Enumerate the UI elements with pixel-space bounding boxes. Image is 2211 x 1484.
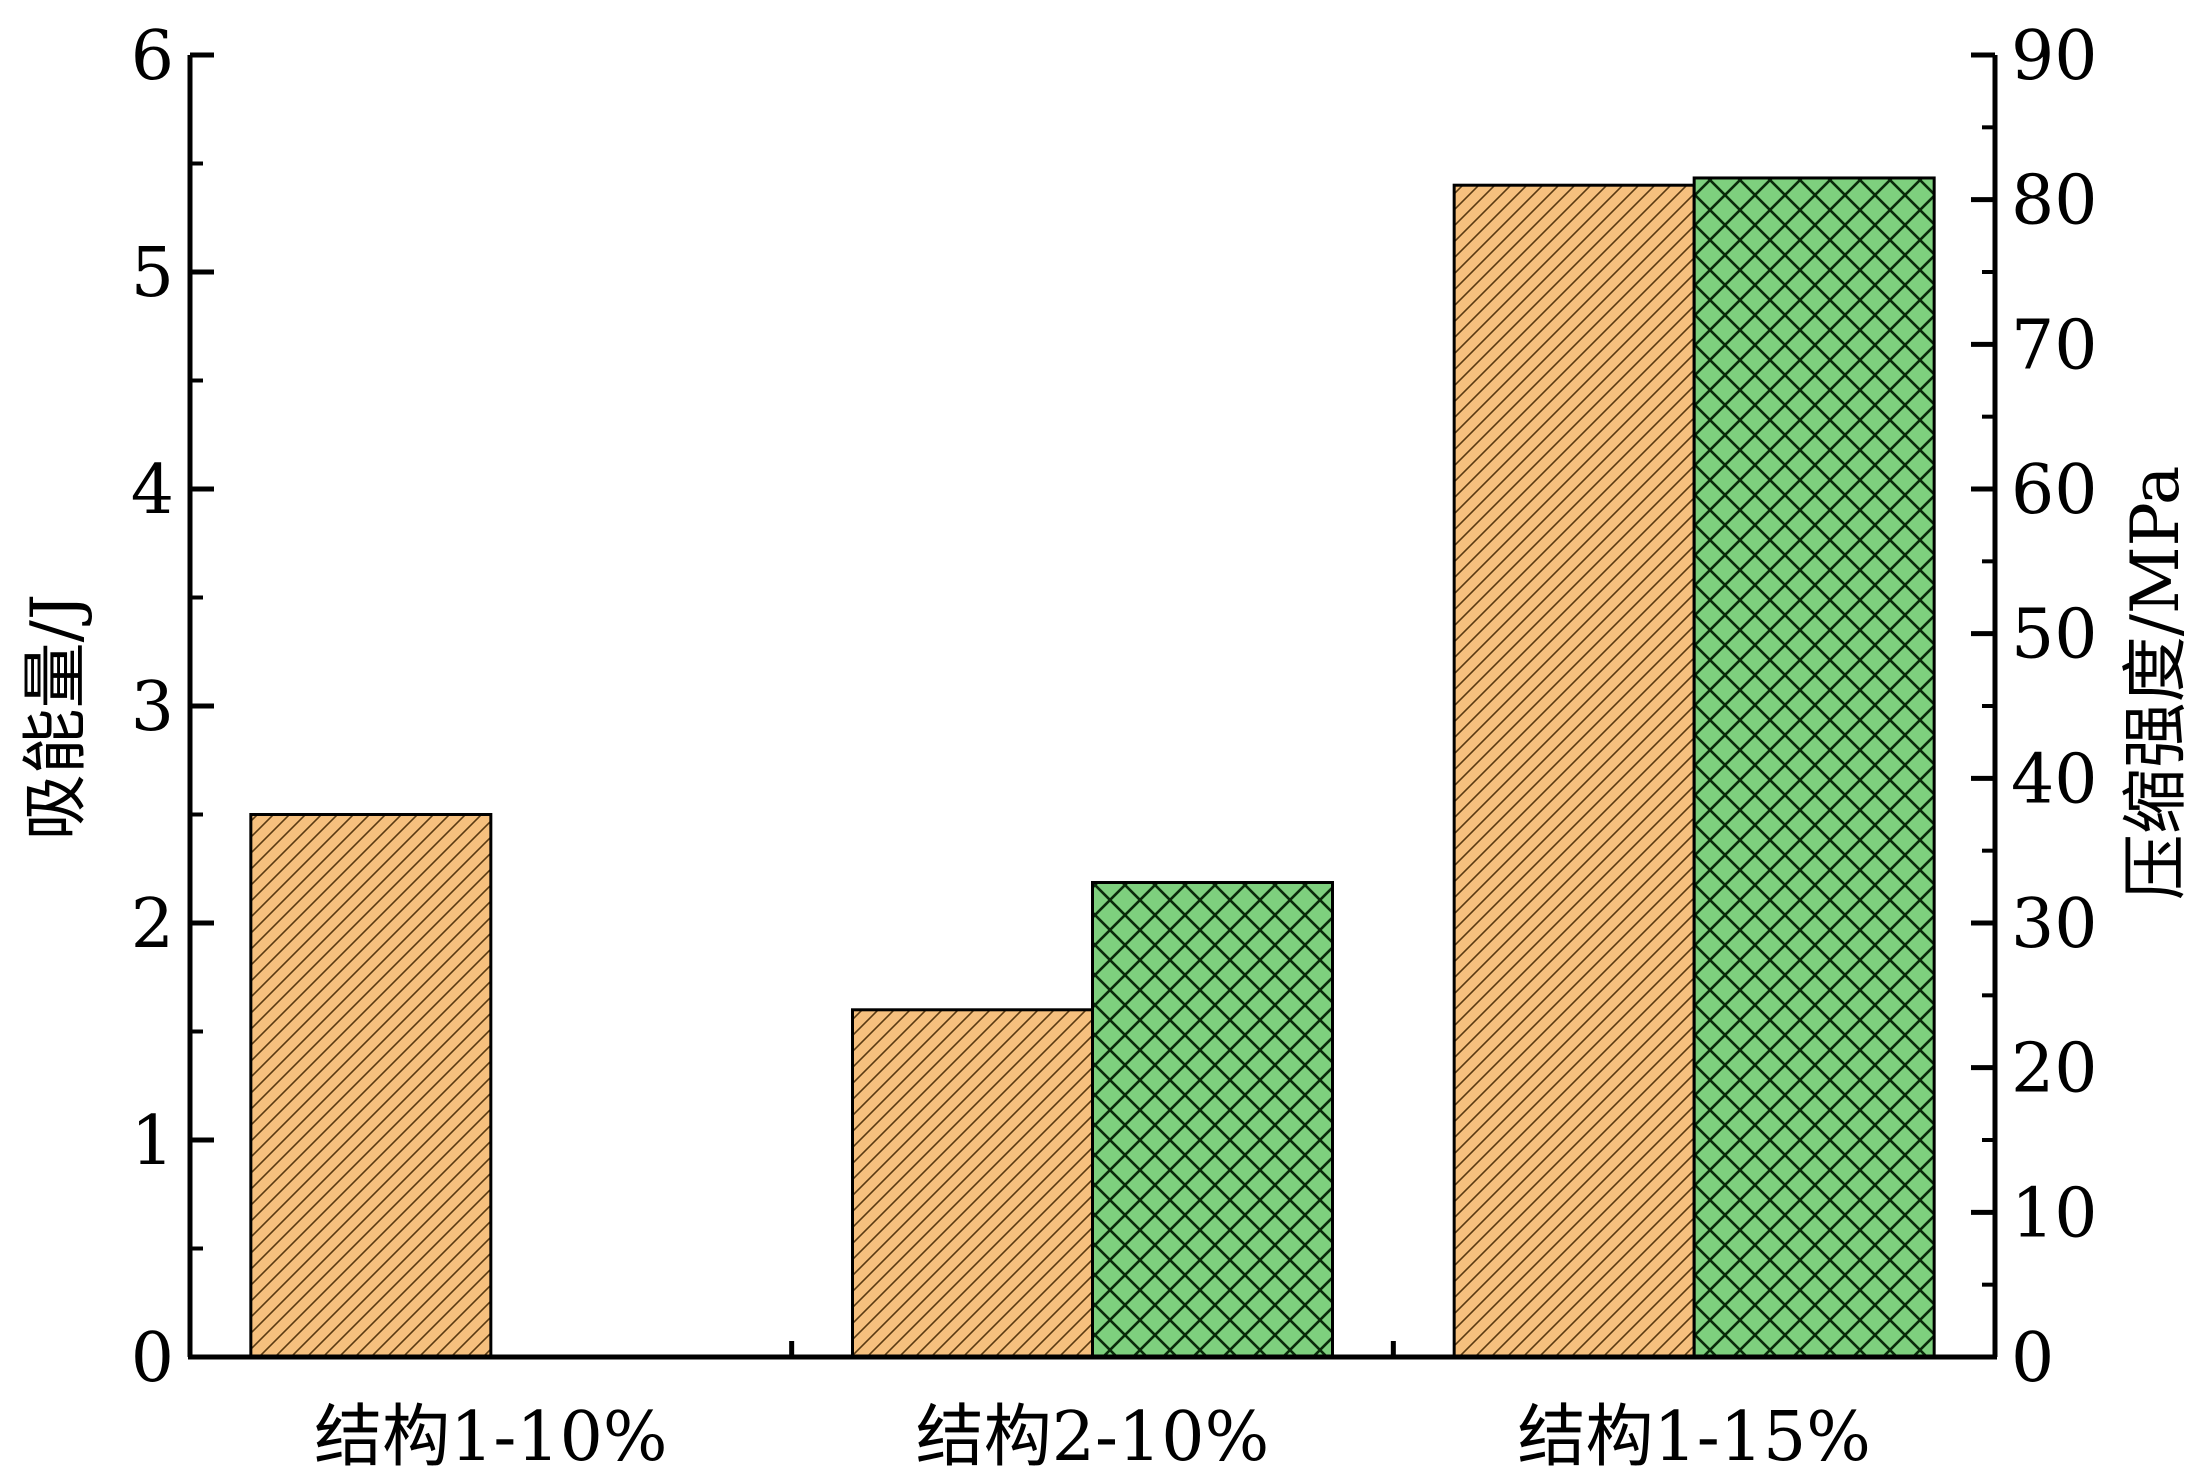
y-tick-label-right-20: 20 bbox=[2011, 1030, 2098, 1109]
axes bbox=[187, 52, 1998, 1360]
bar-series2-2 bbox=[1091, 880, 1334, 1359]
y-tick-label-right-0: 0 bbox=[2011, 1319, 2054, 1398]
plot-area bbox=[249, 176, 1936, 1359]
y-tick-label-right-70: 70 bbox=[2011, 306, 2098, 385]
y-axis-title-left: 吸能量/J bbox=[17, 594, 94, 841]
bar-series2-3 bbox=[1692, 176, 1936, 1359]
y-tick-label-left-1: 1 bbox=[131, 1102, 174, 1181]
y-tick-label-left-3: 3 bbox=[131, 668, 174, 747]
x-tick-label-3: 结构1-15% bbox=[1517, 1398, 1870, 1477]
y-tick-label-left-2: 2 bbox=[131, 885, 174, 964]
y-tick-label-left-5: 5 bbox=[131, 234, 174, 313]
y-tick-label-left-6: 6 bbox=[131, 17, 174, 96]
y-tick-label-right-80: 80 bbox=[2011, 162, 2098, 241]
y-axis-title-right: 压缩强度/MPa bbox=[2117, 466, 2194, 901]
bar-series1-1 bbox=[249, 813, 493, 1359]
x-tick-label-2: 结构2-10% bbox=[916, 1398, 1269, 1477]
y-tick-label-right-60: 60 bbox=[2011, 451, 2098, 530]
bar-series1-3 bbox=[1452, 183, 1696, 1359]
y-tick-label-right-30: 30 bbox=[2011, 885, 2098, 964]
y-tick-label-left-4: 4 bbox=[131, 451, 174, 530]
y-tick-label-right-90: 90 bbox=[2011, 17, 2098, 96]
y-tick-label-right-50: 50 bbox=[2011, 596, 2098, 675]
y-tick-label-right-40: 40 bbox=[2011, 740, 2098, 819]
x-tick-label-1: 结构1-10% bbox=[314, 1398, 667, 1477]
labels: 吸能量/J 压缩强度/MPa 0123456010203040506070809… bbox=[17, 17, 2194, 1477]
y-tick-label-left-0: 0 bbox=[131, 1319, 174, 1398]
bar-series1-2 bbox=[851, 1008, 1094, 1359]
y-tick-label-right-10: 10 bbox=[2011, 1174, 2098, 1253]
